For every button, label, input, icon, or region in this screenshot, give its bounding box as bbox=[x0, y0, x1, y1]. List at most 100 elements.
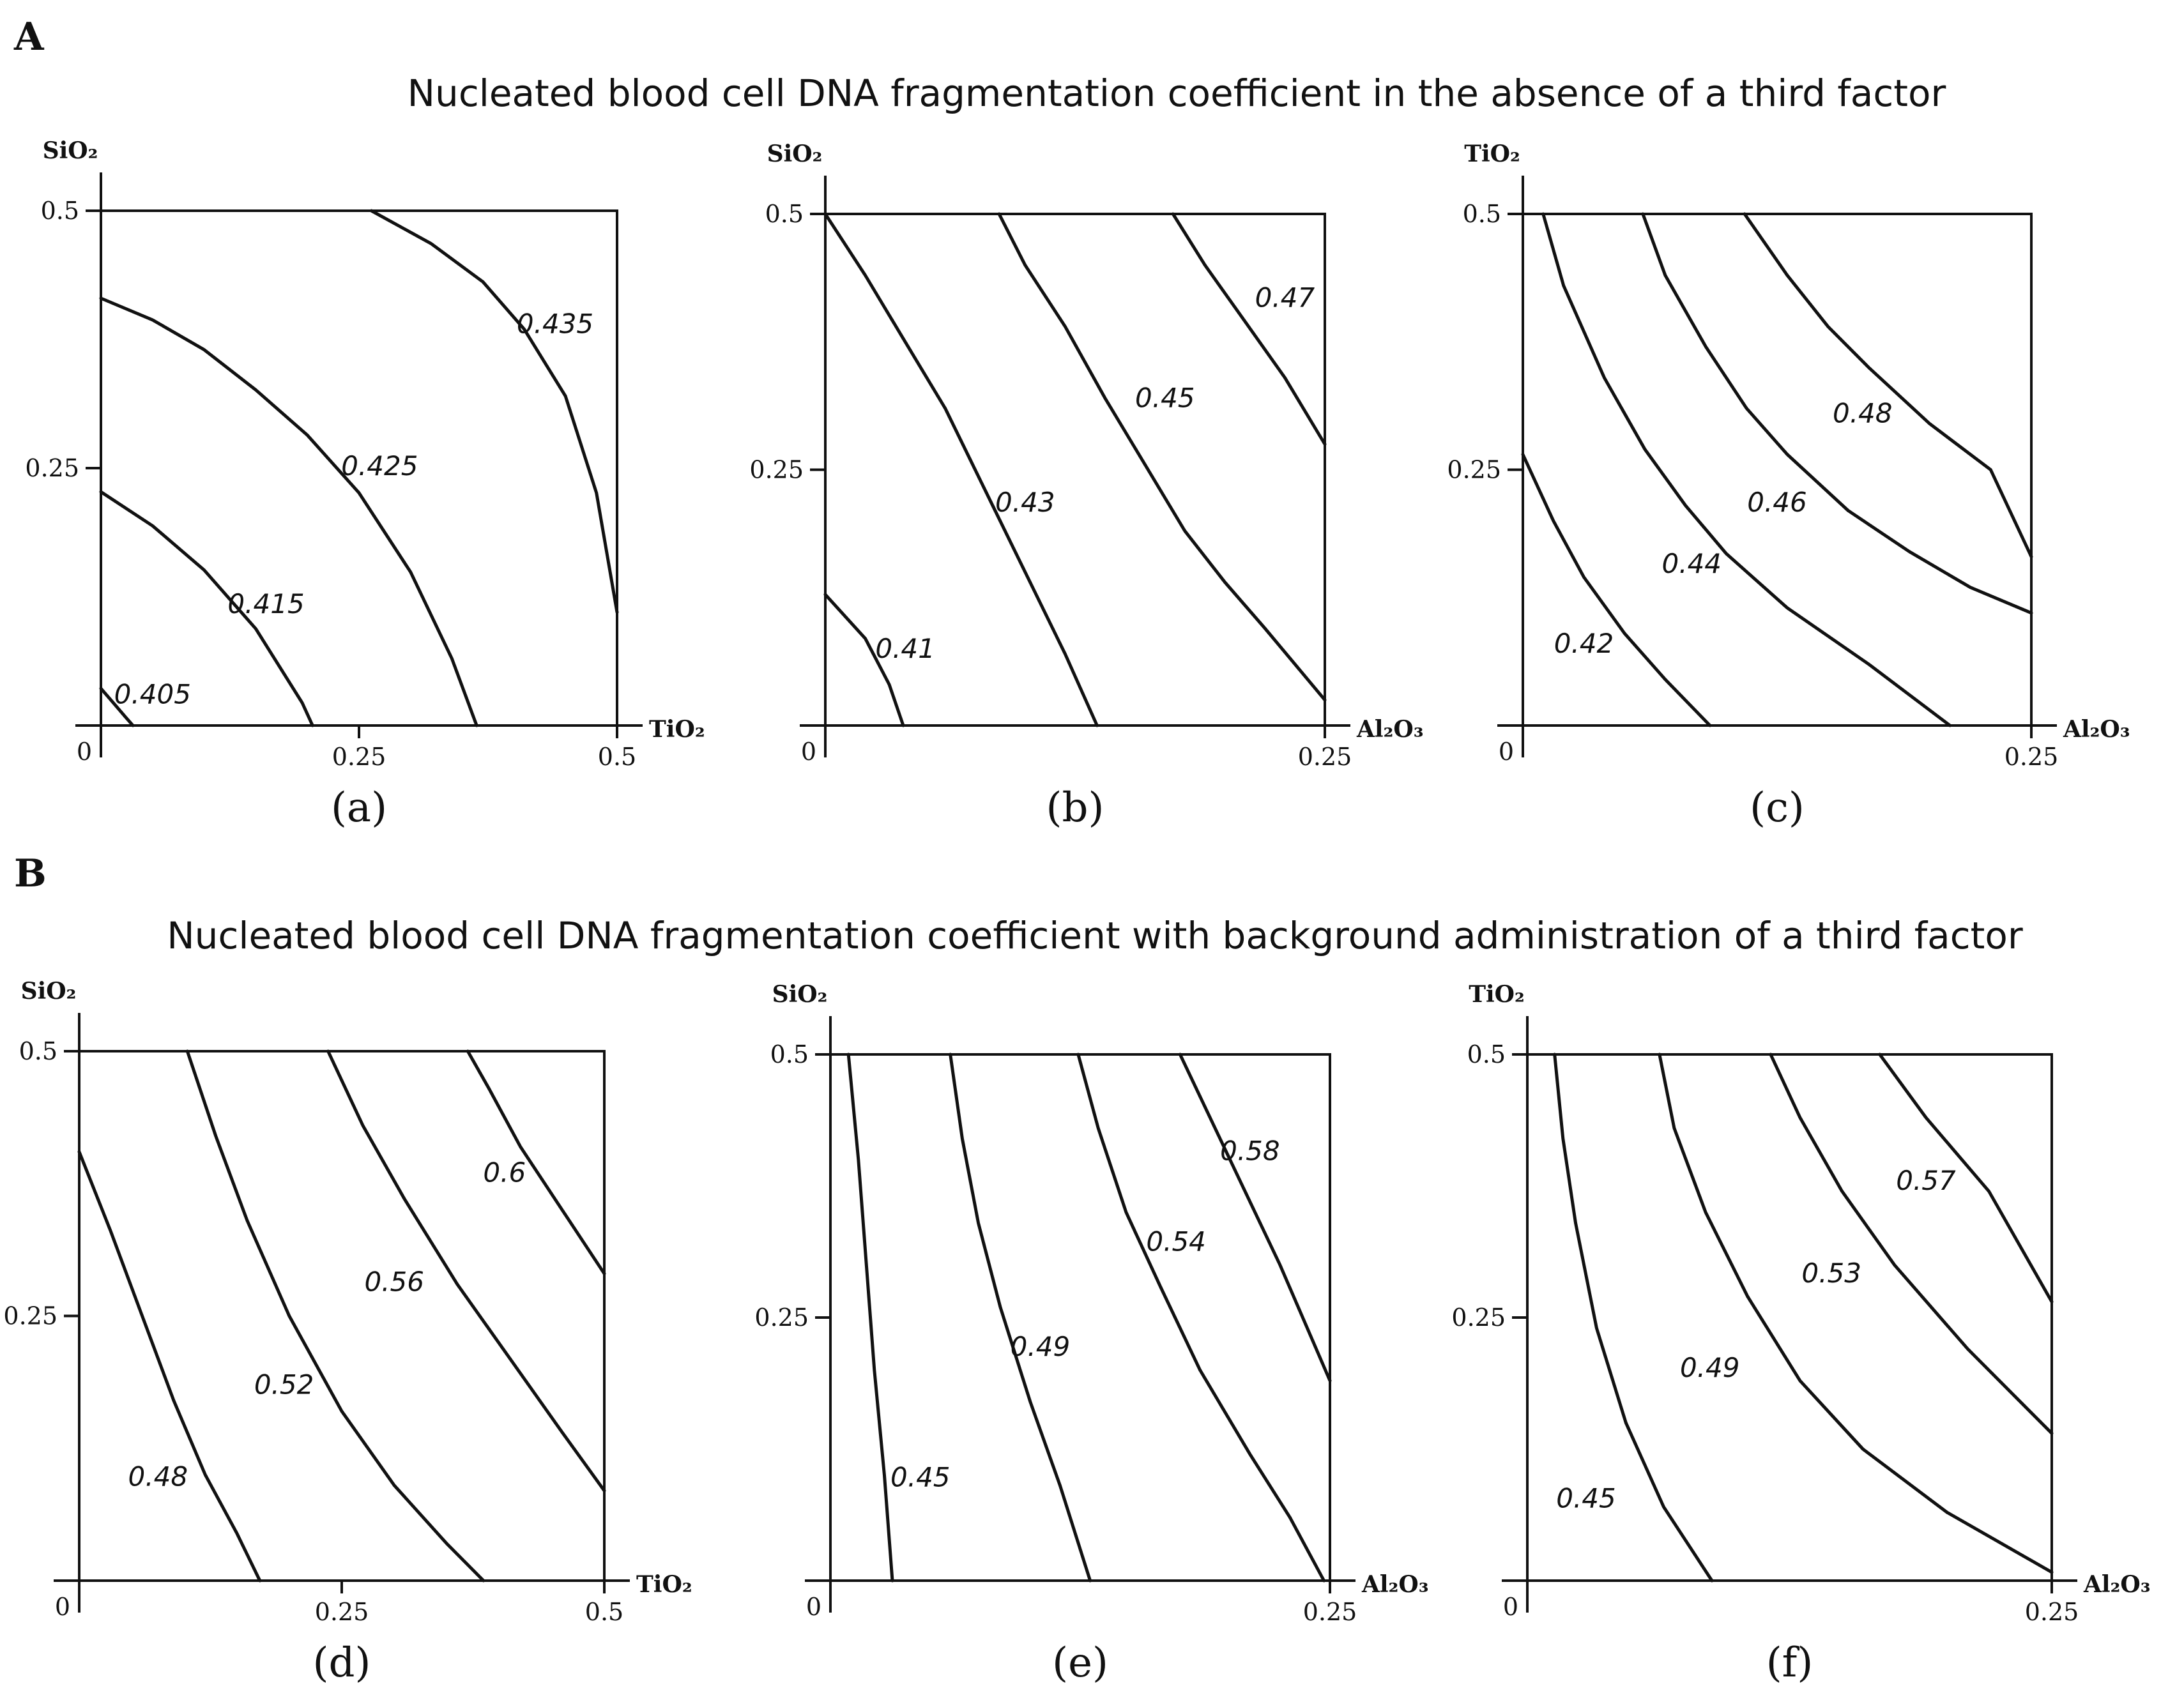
contour-line bbox=[1769, 1052, 2054, 1435]
contour-label: 0.45 bbox=[1135, 382, 1195, 413]
contour-line bbox=[1553, 1052, 1714, 1583]
contour-label: 0.415 bbox=[227, 588, 304, 619]
x-tick-label: 0.5 bbox=[598, 743, 636, 771]
contour-label: 0.53 bbox=[1801, 1258, 1861, 1289]
contour-label: 0.57 bbox=[1896, 1165, 1956, 1196]
contour-line bbox=[99, 687, 135, 727]
y-axis-name: TiO₂ bbox=[1464, 141, 1520, 167]
contour-panel-5: 0.25 0.5 0.25 0 SiO₂ Al₂O₃ 0.45 0.49 0.54 0.58 (e) bbox=[754, 981, 1428, 1687]
section-a-letter: A bbox=[13, 15, 45, 59]
y-tick-label: 0.25 bbox=[749, 456, 804, 484]
contour-line bbox=[185, 1049, 485, 1583]
y-tick-label: 0.5 bbox=[1463, 200, 1501, 228]
contour-label: 0.425 bbox=[341, 450, 418, 482]
x-tick-label: 0.5 bbox=[585, 1598, 623, 1626]
x-tick-label: 0.25 bbox=[332, 743, 386, 771]
y-tick-label: 0.25 bbox=[1451, 1303, 1506, 1332]
contour-line bbox=[99, 490, 314, 727]
contour-label: 0.42 bbox=[1554, 628, 1614, 659]
panel-caption: (e) bbox=[1052, 1639, 1108, 1687]
origin-label: 0 bbox=[806, 1593, 821, 1621]
x-tick-label: 0.25 bbox=[315, 1598, 369, 1626]
y-tick-label: 0.25 bbox=[25, 454, 79, 482]
y-axis-name: SiO₂ bbox=[43, 137, 98, 164]
contour-label: 0.43 bbox=[995, 487, 1055, 518]
contour-panel-6: 0.25 0.5 0.25 0 TiO₂ Al₂O₃ 0.45 0.49 0.53 0.57 (f) bbox=[1451, 981, 2150, 1687]
contour-line bbox=[99, 296, 478, 727]
contour-label: 0.58 bbox=[1220, 1136, 1280, 1167]
origin-label: 0 bbox=[1503, 1593, 1518, 1621]
contour-label: 0.49 bbox=[1011, 1331, 1071, 1362]
contour-label: 0.435 bbox=[517, 308, 593, 339]
contour-line bbox=[823, 212, 1099, 727]
contour-line bbox=[1076, 1052, 1326, 1583]
origin-label: 0 bbox=[77, 738, 92, 766]
contour-line bbox=[1171, 212, 1327, 446]
contour-panels: 0.25 0.5 0.25 0.5 0 SiO₂ TiO₂ 0.405 0.415 0.425 0.… bbox=[3, 137, 2150, 1687]
contour-line bbox=[846, 1052, 894, 1583]
contour-line bbox=[1878, 1052, 2054, 1303]
contour-label: 0.44 bbox=[1662, 548, 1722, 579]
x-axis-name: TiO₂ bbox=[649, 716, 705, 743]
panel-caption: (c) bbox=[1750, 784, 1805, 832]
origin-label: 0 bbox=[801, 738, 816, 766]
contour-label: 0.47 bbox=[1255, 282, 1315, 313]
contour-line bbox=[1178, 1052, 1332, 1383]
y-tick-label: 0.5 bbox=[41, 197, 79, 225]
x-tick-label: 0.25 bbox=[1298, 743, 1352, 771]
contour-line bbox=[1521, 453, 1712, 727]
contour-panel-2: 0.25 0.5 0.25 0 SiO₂ Al₂O₃ 0.41 0.43 0.45 0.47 (b) bbox=[749, 141, 1423, 832]
contour-label: 0.48 bbox=[128, 1461, 188, 1493]
y-tick-label: 0.25 bbox=[754, 1303, 809, 1332]
x-axis-name: Al₂O₃ bbox=[2083, 1571, 2151, 1598]
contour-label: 0.48 bbox=[1833, 397, 1893, 429]
x-axis-name: TiO₂ bbox=[636, 1571, 692, 1598]
y-tick-label: 0.5 bbox=[1467, 1040, 1506, 1068]
y-tick-label: 0.25 bbox=[3, 1302, 57, 1330]
contour-label: 0.49 bbox=[1680, 1352, 1740, 1383]
section-b-title: Nucleated blood cell DNA fragmentation c… bbox=[167, 914, 2023, 957]
y-axis-name: SiO₂ bbox=[21, 978, 77, 1005]
y-axis-name: SiO₂ bbox=[767, 141, 823, 167]
contour-line bbox=[77, 1150, 262, 1583]
contour-panel-4: 0.25 0.5 0.25 0.5 0 SiO₂ TiO₂ 0.48 0.52 0.56 0.6 (d… bbox=[3, 978, 692, 1687]
contour-line bbox=[823, 593, 905, 727]
contour-label: 0.45 bbox=[1556, 1482, 1616, 1514]
origin-label: 0 bbox=[55, 1593, 70, 1621]
contour-line bbox=[1658, 1052, 2054, 1574]
contour-label: 0.52 bbox=[254, 1369, 314, 1400]
contour-line bbox=[1641, 212, 2033, 615]
x-axis-name: Al₂O₃ bbox=[1361, 1571, 1429, 1598]
y-tick-label: 0.5 bbox=[765, 200, 804, 228]
contour-line bbox=[326, 1049, 606, 1493]
contour-line bbox=[369, 209, 619, 614]
contour-line bbox=[1743, 212, 2033, 559]
x-axis-name: Al₂O₃ bbox=[2063, 716, 2130, 743]
x-tick-label: 0.25 bbox=[1303, 1598, 1357, 1626]
section-b-letter: B bbox=[14, 851, 47, 896]
panel-caption: (d) bbox=[313, 1639, 371, 1687]
contour-line bbox=[1541, 212, 1952, 727]
panel-caption: (f) bbox=[1766, 1639, 1814, 1687]
contour-label: 0.405 bbox=[114, 679, 191, 710]
contour-label: 0.56 bbox=[364, 1266, 424, 1297]
panel-caption: (b) bbox=[1046, 784, 1104, 832]
y-axis-name: TiO₂ bbox=[1469, 981, 1525, 1008]
contour-line bbox=[997, 212, 1327, 702]
y-tick-label: 0.25 bbox=[1447, 456, 1501, 484]
y-axis-name: SiO₂ bbox=[772, 981, 828, 1008]
plot-frame bbox=[78, 1050, 606, 1582]
contour-label: 0.54 bbox=[1146, 1226, 1206, 1257]
y-tick-label: 0.5 bbox=[770, 1040, 809, 1068]
x-axis-name: Al₂O₃ bbox=[1356, 716, 1424, 743]
contour-panel-3: 0.25 0.5 0.25 0 TiO₂ Al₂O₃ 0.42 0.44 0.46 0.48 (c) bbox=[1447, 141, 2130, 832]
contour-label: 0.6 bbox=[483, 1157, 526, 1189]
contour-panel-1: 0.25 0.5 0.25 0.5 0 SiO₂ TiO₂ 0.405 0.415 0.425 0.… bbox=[25, 137, 705, 832]
x-tick-label: 0.25 bbox=[2025, 1598, 2079, 1626]
panel-caption: (a) bbox=[331, 784, 387, 832]
contour-line bbox=[466, 1049, 606, 1275]
y-tick-label: 0.5 bbox=[19, 1037, 57, 1065]
contour-label: 0.45 bbox=[890, 1461, 951, 1493]
contour-line bbox=[949, 1052, 1092, 1583]
x-tick-label: 0.25 bbox=[2005, 743, 2059, 771]
